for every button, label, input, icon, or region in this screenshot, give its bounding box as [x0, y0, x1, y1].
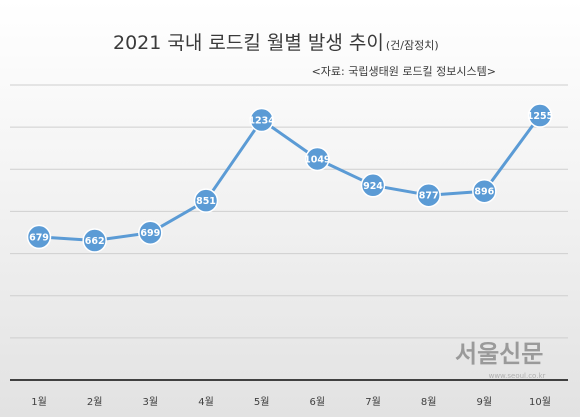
- data-point-marker: [249, 107, 274, 133]
- chart-title-unit: (건/잠정치): [386, 39, 439, 52]
- data-label: 896: [474, 187, 494, 198]
- data-label: 1255: [527, 111, 553, 122]
- data-point-marker: [26, 224, 52, 250]
- x-tick-label: 9월: [477, 396, 493, 408]
- data-label: 851: [196, 196, 216, 207]
- x-tick-label: 6월: [310, 396, 326, 408]
- watermark-url: www.seoul.co.kr: [489, 372, 546, 380]
- data-point-marker: [472, 178, 497, 204]
- data-point-marker: [527, 103, 553, 128]
- x-tick-label: 7월: [365, 396, 381, 408]
- series-line: [38, 114, 542, 243]
- chart-subtitle: <자료: 국립생태원 로드킬 정보시스템>: [312, 65, 496, 78]
- watermark-text: 서울신문: [455, 339, 543, 368]
- data-label: 679: [29, 232, 49, 243]
- chart-title: 2021 국내 로드킬 월별 발생 추이 (건/잠정치): [113, 32, 439, 54]
- x-tick-label: 10월: [529, 396, 551, 408]
- data-label: 924: [363, 181, 383, 192]
- data-point-marker: [305, 146, 330, 172]
- data-point-marker: [416, 182, 441, 208]
- x-tick-label: 3월: [143, 396, 159, 408]
- data-label: 699: [140, 228, 160, 239]
- x-tick-labels: 1월 2월 3월 4월 5월 6월 7월 8월 9월 10월: [31, 396, 551, 408]
- x-tick-label: 4월: [198, 396, 214, 408]
- data-point-marker: [82, 228, 107, 253]
- data-point-marker: [138, 220, 163, 245]
- chart-title-text: 2021 국내 로드킬 월별 발생 추이: [113, 32, 384, 54]
- data-label: 662: [85, 236, 105, 247]
- data-label: 1234: [248, 115, 275, 126]
- data-point-marker: [193, 188, 219, 213]
- data-point-marker: [360, 173, 386, 198]
- data-labels: 679 662 699 851 1234 1049 924 877 896 1255: [29, 111, 553, 247]
- watermark-logo: 서울신문 www.seoul.co.kr: [455, 339, 546, 380]
- x-tick-label: 2월: [87, 396, 103, 408]
- data-label: 1049: [304, 154, 330, 165]
- x-tick-label: 5월: [254, 396, 270, 408]
- data-label: 877: [419, 191, 439, 202]
- gridlines: [10, 84, 568, 339]
- x-tick-label: 8월: [421, 396, 437, 408]
- x-tick-label: 1월: [31, 396, 47, 408]
- series-markers: [26, 103, 553, 253]
